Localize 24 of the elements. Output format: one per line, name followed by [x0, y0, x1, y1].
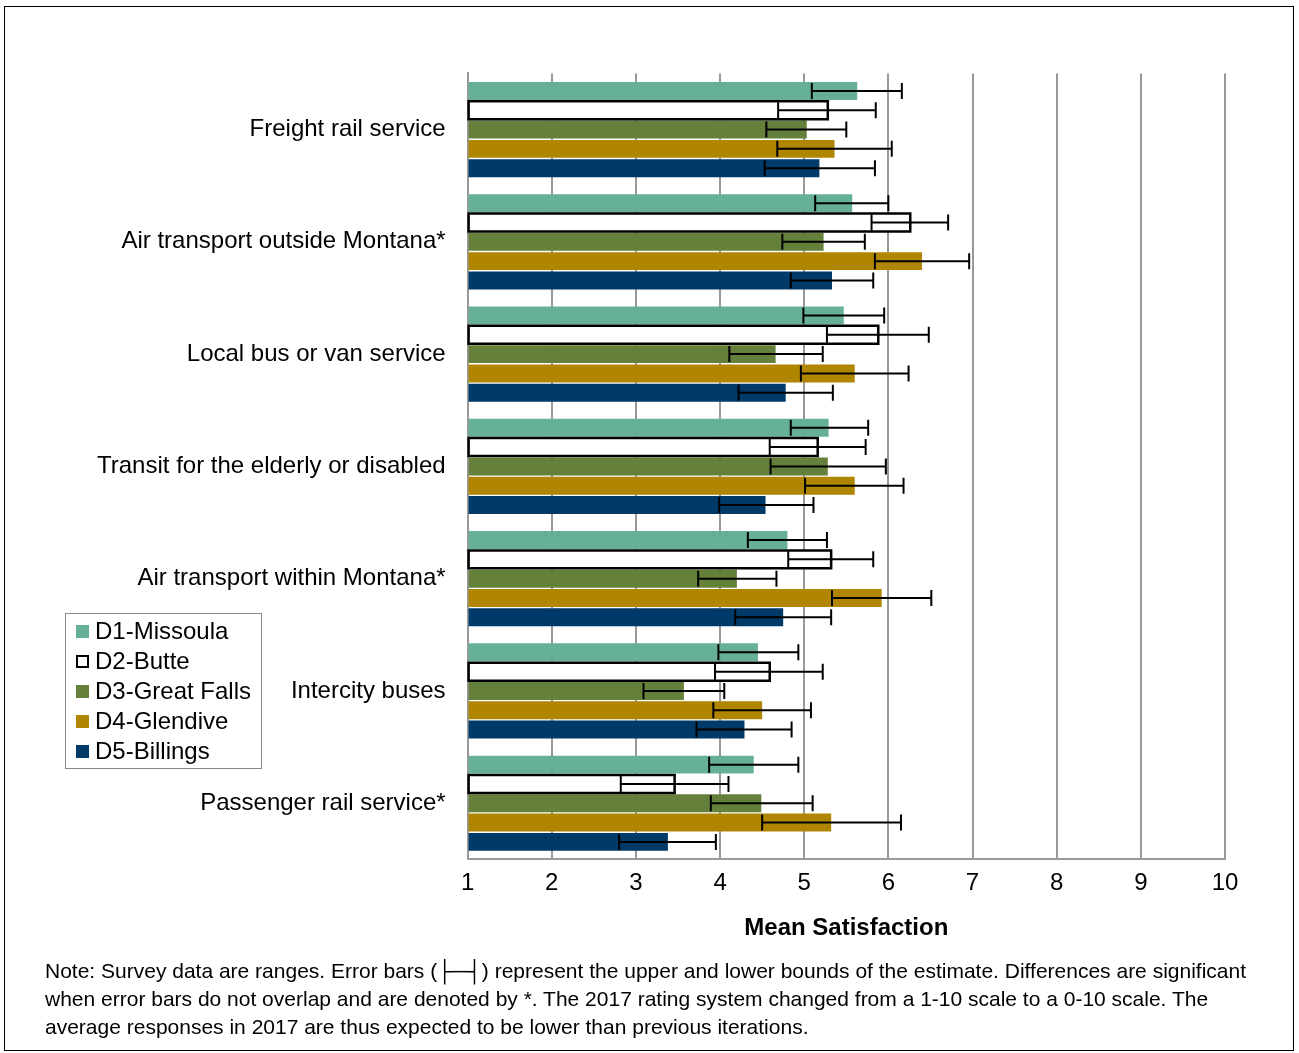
legend-label: D5-Billings	[95, 736, 210, 767]
legend-label: D3-Great Falls	[95, 676, 252, 707]
x-tick-label: 5	[797, 868, 811, 896]
x-tick-label: 8	[1050, 868, 1064, 896]
legend-label: D1-Missoula	[95, 616, 229, 647]
x-tick-label: 2	[545, 868, 559, 896]
y-tick-label: Air transport within Montana*	[137, 563, 446, 591]
y-tick-label: Freight rail service	[249, 114, 446, 142]
text: Note: Survey data are ranges. Error bars (├─┤) represent the upper and lower bounds of the estimate. Differences are significant when error bars do not overlap and are denoted by *. The 2017 rating system changed from a 1-10 scale to a 0-10 scale. The average responses in 2017 are thus expected to be lower than previous iterations.	[45, 958, 1248, 1040]
x-axis-title: Mean Satisfaction	[744, 913, 949, 941]
x-tick-label: 6	[881, 868, 896, 896]
y-tick-label: Local bus or van service	[186, 338, 446, 366]
y-tick-label: Passenger rail service*	[200, 787, 446, 815]
x-tick-label: 10	[1211, 868, 1239, 896]
y-tick-label: Transit for the elderly or disabled	[97, 451, 446, 479]
y-tick-label: Intercity buses	[290, 675, 446, 703]
x-tick-label: 1	[460, 868, 475, 896]
x-tick-label: 3	[629, 868, 643, 896]
legend-label: D2-Butte	[95, 646, 190, 677]
y-tick-label: Air transport outside Montana*	[121, 226, 446, 254]
x-tick-label: 9	[1134, 868, 1148, 896]
x-tick-label: 7	[965, 868, 980, 896]
legend-label: D4-Glendive	[95, 706, 229, 737]
x-tick-label: 4	[713, 868, 727, 896]
